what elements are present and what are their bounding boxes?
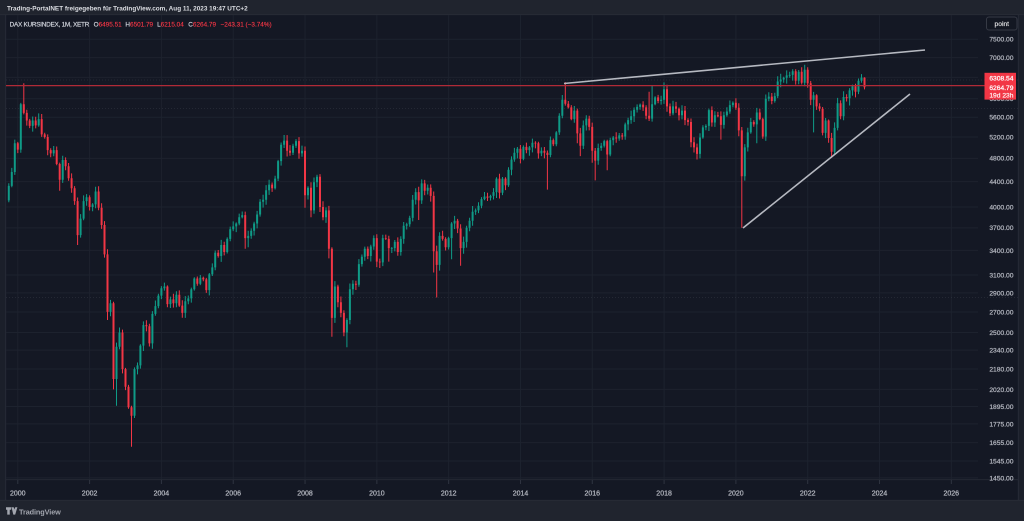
svg-text:2500.00: 2500.00 bbox=[989, 330, 1013, 337]
svg-text:2022: 2022 bbox=[800, 491, 816, 498]
svg-text:2024: 2024 bbox=[872, 491, 888, 498]
svg-text:6308.54: 6308.54 bbox=[989, 75, 1013, 82]
svg-text:2002: 2002 bbox=[82, 491, 98, 498]
svg-text:1895.00: 1895.00 bbox=[989, 404, 1013, 411]
svg-text:2006: 2006 bbox=[225, 491, 241, 498]
svg-text:2012: 2012 bbox=[441, 491, 457, 498]
svg-text:5200.00: 5200.00 bbox=[989, 134, 1013, 141]
svg-text:O6495.51: O6495.51 bbox=[94, 21, 123, 28]
svg-text:C6264.79: C6264.79 bbox=[188, 21, 216, 28]
svg-text:2340.00: 2340.00 bbox=[989, 348, 1013, 355]
svg-text:2010: 2010 bbox=[369, 491, 385, 498]
svg-text:3400.00: 3400.00 bbox=[989, 248, 1013, 255]
svg-text:2018: 2018 bbox=[656, 491, 672, 498]
svg-text:Trading-PortalNET freigegeben: Trading-PortalNET freigegeben für Tradin… bbox=[7, 5, 248, 12]
svg-text:7000.00: 7000.00 bbox=[989, 55, 1013, 62]
svg-text:6264.79: 6264.79 bbox=[989, 85, 1013, 92]
svg-text:5600.00: 5600.00 bbox=[989, 115, 1013, 122]
svg-text:2900.00: 2900.00 bbox=[989, 290, 1013, 297]
svg-text:2180.00: 2180.00 bbox=[989, 367, 1013, 374]
svg-text:3100.00: 3100.00 bbox=[989, 273, 1013, 280]
svg-text:2026: 2026 bbox=[944, 491, 960, 498]
svg-text:1775.00: 1775.00 bbox=[989, 421, 1013, 428]
svg-text:7500.00: 7500.00 bbox=[989, 37, 1013, 44]
svg-text:2700.00: 2700.00 bbox=[989, 309, 1013, 316]
svg-text:6000.00: 6000.00 bbox=[989, 96, 1013, 103]
svg-text:1450.00: 1450.00 bbox=[989, 475, 1013, 482]
svg-text:2008: 2008 bbox=[297, 491, 313, 498]
svg-text:2014: 2014 bbox=[513, 491, 529, 498]
svg-text:4800.00: 4800.00 bbox=[989, 156, 1013, 163]
svg-text:2020.00: 2020.00 bbox=[989, 387, 1013, 394]
svg-text:2016: 2016 bbox=[585, 491, 601, 498]
svg-text:1545.00: 1545.00 bbox=[989, 458, 1013, 465]
svg-text:2000: 2000 bbox=[10, 491, 26, 498]
svg-text:4400.00: 4400.00 bbox=[989, 179, 1013, 186]
svg-text:H6501.79: H6501.79 bbox=[125, 21, 153, 28]
svg-text:point: point bbox=[995, 21, 1010, 28]
svg-text:2020: 2020 bbox=[728, 491, 744, 498]
svg-text:−243.31 (−3.74%): −243.31 (−3.74%) bbox=[221, 21, 272, 28]
svg-text:1655.00: 1655.00 bbox=[989, 440, 1013, 447]
svg-text:3700.00: 3700.00 bbox=[989, 225, 1013, 232]
svg-text:2004: 2004 bbox=[154, 491, 170, 498]
svg-text:L6215.04: L6215.04 bbox=[157, 21, 184, 28]
svg-text:TradingView: TradingView bbox=[19, 507, 61, 516]
svg-text:DAX KURSINDEX, 1M, XETR: DAX KURSINDEX, 1M, XETR bbox=[10, 21, 90, 28]
svg-text:4000.00: 4000.00 bbox=[989, 204, 1013, 211]
svg-text:19d 23h: 19d 23h bbox=[989, 93, 1013, 100]
